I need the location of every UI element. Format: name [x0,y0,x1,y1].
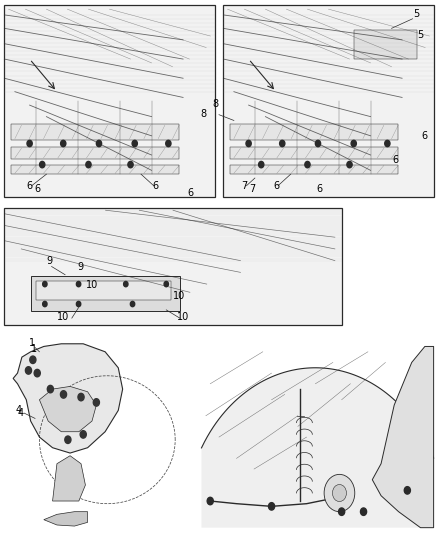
Circle shape [207,497,213,505]
Polygon shape [13,344,123,453]
Text: 7: 7 [249,184,255,194]
Text: 1: 1 [28,338,35,349]
Circle shape [305,161,310,168]
Circle shape [34,369,40,377]
Polygon shape [201,368,434,528]
Text: 6: 6 [317,184,323,194]
Bar [11,124,179,140]
Text: 6: 6 [393,155,399,165]
Circle shape [132,140,138,147]
Circle shape [65,436,71,443]
Text: 6: 6 [187,188,194,198]
Text: 6: 6 [421,131,427,141]
Text: 6: 6 [27,181,33,191]
Text: 9: 9 [77,262,83,271]
Polygon shape [39,386,96,432]
Circle shape [27,140,32,147]
Text: 10: 10 [177,312,189,322]
Circle shape [60,140,66,147]
Bar [11,147,179,159]
Text: 10: 10 [173,291,185,301]
Circle shape [131,301,135,306]
Bar [354,30,417,59]
Circle shape [360,508,367,515]
Circle shape [339,508,345,515]
Bar [230,165,398,174]
Circle shape [76,301,81,306]
Bar [11,165,179,174]
Text: 4: 4 [15,405,21,415]
Circle shape [332,484,346,502]
Text: 10: 10 [86,280,98,290]
Circle shape [42,301,47,306]
Bar [223,5,434,197]
Circle shape [324,474,355,512]
Circle shape [86,161,91,168]
Text: 6: 6 [273,181,279,191]
Text: 1: 1 [31,344,37,354]
Circle shape [258,161,264,168]
Circle shape [166,140,171,147]
Circle shape [404,487,410,494]
Circle shape [47,385,53,393]
Circle shape [96,140,102,147]
Polygon shape [53,456,85,501]
Circle shape [164,281,169,287]
Text: 4: 4 [18,408,24,418]
Text: 8: 8 [213,99,219,109]
Circle shape [315,140,321,147]
Text: 6: 6 [153,181,159,191]
Bar [230,147,398,159]
Bar [4,5,215,197]
Circle shape [78,393,84,401]
Circle shape [30,356,36,364]
Text: 10: 10 [57,312,70,322]
Circle shape [347,161,352,168]
Circle shape [279,140,285,147]
Circle shape [80,431,86,438]
Polygon shape [372,346,434,528]
Circle shape [60,391,67,398]
Bar [32,276,180,311]
Text: 6: 6 [34,184,40,194]
Circle shape [42,281,47,287]
Text: 8: 8 [201,109,207,119]
Text: 7: 7 [241,181,247,191]
Polygon shape [44,512,88,526]
Circle shape [246,140,251,147]
Text: 5: 5 [417,30,424,39]
Circle shape [351,140,357,147]
Circle shape [128,161,133,168]
Text: 5: 5 [413,9,420,19]
Text: 9: 9 [47,256,53,266]
Circle shape [93,399,99,406]
Bar [36,281,171,301]
Circle shape [76,281,81,287]
Circle shape [39,161,45,168]
Bar [4,208,342,325]
Circle shape [25,367,32,374]
Bar [230,124,398,140]
Circle shape [268,503,275,510]
Circle shape [124,281,128,287]
Circle shape [385,140,390,147]
